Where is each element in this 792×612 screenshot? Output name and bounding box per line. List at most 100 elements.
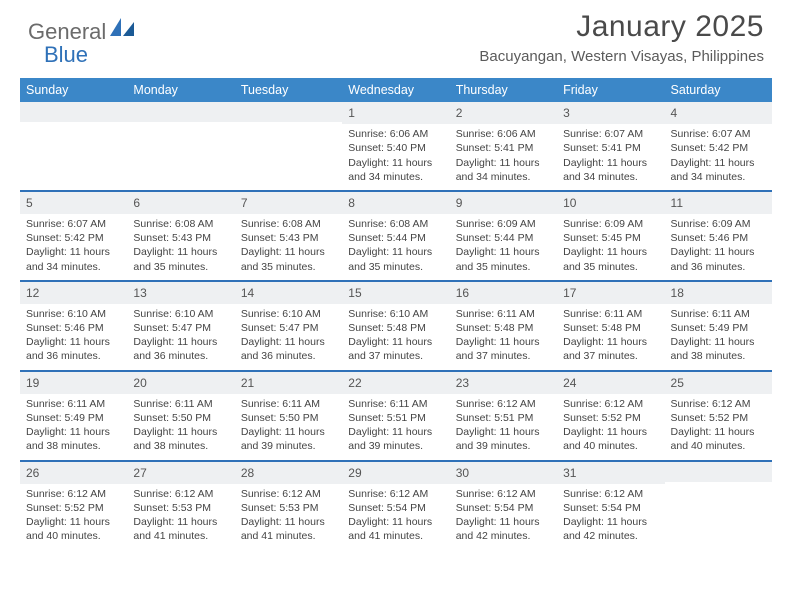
sunrise-text: Sunrise: 6:11 AM bbox=[20, 397, 127, 411]
day-number: 17 bbox=[557, 282, 664, 304]
day-number: 9 bbox=[450, 192, 557, 214]
day-cell: 16Sunrise: 6:11 AMSunset: 5:48 PMDayligh… bbox=[450, 282, 557, 370]
daylight-text: Daylight: 11 hours and 39 minutes. bbox=[450, 425, 557, 453]
sunrise-text: Sunrise: 6:12 AM bbox=[235, 487, 342, 501]
header: General Blue January 2025 Bacuyangan, We… bbox=[0, 0, 792, 78]
daylight-text: Daylight: 11 hours and 38 minutes. bbox=[665, 335, 772, 363]
sunrise-text: Sunrise: 6:10 AM bbox=[127, 307, 234, 321]
daylight-text: Daylight: 11 hours and 40 minutes. bbox=[20, 515, 127, 543]
day-cell: 12Sunrise: 6:10 AMSunset: 5:46 PMDayligh… bbox=[20, 282, 127, 370]
day-number: 23 bbox=[450, 372, 557, 394]
sunset-text: Sunset: 5:48 PM bbox=[557, 321, 664, 335]
daylight-text: Daylight: 11 hours and 37 minutes. bbox=[342, 335, 449, 363]
sunset-text: Sunset: 5:40 PM bbox=[342, 141, 449, 155]
dow-tuesday: Tuesday bbox=[235, 78, 342, 102]
sunset-text: Sunset: 5:43 PM bbox=[235, 231, 342, 245]
day-cell: 29Sunrise: 6:12 AMSunset: 5:54 PMDayligh… bbox=[342, 462, 449, 550]
day-cell: 17 Sunrise: 6:11 AMSunset: 5:48 PMDayligh… bbox=[557, 282, 664, 370]
sunrise-text: Sunrise: 6:07 AM bbox=[20, 217, 127, 231]
day-cell: 1Sunrise: 6:06 AMSunset: 5:40 PMDaylight… bbox=[342, 102, 449, 190]
sunset-text: Sunset: 5:50 PM bbox=[235, 411, 342, 425]
sunset-text: Sunset: 5:41 PM bbox=[557, 141, 664, 155]
daylight-text: Daylight: 11 hours and 38 minutes. bbox=[127, 425, 234, 453]
day-cell: 4Sunrise: 6:07 AMSunset: 5:42 PMDaylight… bbox=[665, 102, 772, 190]
week-row: 26Sunrise: 6:12 AMSunset: 5:52 PMDayligh… bbox=[20, 462, 772, 550]
daylight-text: Daylight: 11 hours and 35 minutes. bbox=[235, 245, 342, 273]
location-subtitle: Bacuyangan, Western Visayas, Philippines bbox=[479, 48, 764, 65]
sunrise-text: Sunrise: 6:11 AM bbox=[665, 307, 772, 321]
logo-text-part2: Blue bbox=[44, 42, 88, 67]
dow-friday: Friday bbox=[557, 78, 664, 102]
sunrise-text: Sunrise: 6:11 AM bbox=[235, 397, 342, 411]
page-title: January 2025 bbox=[479, 10, 764, 44]
daylight-text: Daylight: 11 hours and 36 minutes. bbox=[20, 335, 127, 363]
sunset-text: Sunset: 5:42 PM bbox=[665, 141, 772, 155]
day-number: 15 bbox=[342, 282, 449, 304]
day-number: 12 bbox=[20, 282, 127, 304]
day-cell bbox=[20, 102, 127, 190]
sunset-text: Sunset: 5:51 PM bbox=[450, 411, 557, 425]
daylight-text: Daylight: 11 hours and 42 minutes. bbox=[450, 515, 557, 543]
daylight-text: Daylight: 11 hours and 39 minutes. bbox=[235, 425, 342, 453]
sunrise-text: Sunrise: 6:09 AM bbox=[450, 217, 557, 231]
daylight-text: Daylight: 11 hours and 35 minutes. bbox=[450, 245, 557, 273]
sunset-text: Sunset: 5:49 PM bbox=[20, 411, 127, 425]
day-cell: 10Sunrise: 6:09 AMSunset: 5:45 PMDayligh… bbox=[557, 192, 664, 280]
sunset-text: Sunset: 5:50 PM bbox=[127, 411, 234, 425]
day-number: 29 bbox=[342, 462, 449, 484]
weeks-container: 1Sunrise: 6:06 AMSunset: 5:40 PMDaylight… bbox=[20, 102, 772, 549]
calendar: Sunday Monday Tuesday Wednesday Thursday… bbox=[20, 78, 772, 549]
sunset-text: Sunset: 5:46 PM bbox=[20, 321, 127, 335]
dow-monday: Monday bbox=[127, 78, 234, 102]
daylight-text: Daylight: 11 hours and 40 minutes. bbox=[557, 425, 664, 453]
day-number: 26 bbox=[20, 462, 127, 484]
sunset-text: Sunset: 5:52 PM bbox=[557, 411, 664, 425]
day-number: 21 bbox=[235, 372, 342, 394]
sunrise-text: Sunrise: 6:12 AM bbox=[557, 487, 664, 501]
sunrise-text: Sunrise: 6:07 AM bbox=[665, 127, 772, 141]
sunrise-text: Sunrise: 6:12 AM bbox=[127, 487, 234, 501]
sunrise-text: Sunrise: 6:11 AM bbox=[342, 397, 449, 411]
day-number: 6 bbox=[127, 192, 234, 214]
sunrise-text: Sunrise: 6:08 AM bbox=[235, 217, 342, 231]
sunset-text: Sunset: 5:51 PM bbox=[342, 411, 449, 425]
day-cell: 22Sunrise: 6:11 AMSunset: 5:51 PMDayligh… bbox=[342, 372, 449, 460]
sunrise-text: Sunrise: 6:06 AM bbox=[450, 127, 557, 141]
day-number: 25 bbox=[665, 372, 772, 394]
week-row: 12Sunrise: 6:10 AMSunset: 5:46 PMDayligh… bbox=[20, 282, 772, 372]
sunrise-text: Sunrise: 6:11 AM bbox=[557, 307, 664, 321]
day-number: 30 bbox=[450, 462, 557, 484]
day-number: 13 bbox=[127, 282, 234, 304]
day-number: 4 bbox=[665, 102, 772, 124]
day-cell: 21 Sunrise: 6:11 AMSunset: 5:50 PMDayligh… bbox=[235, 372, 342, 460]
sunset-text: Sunset: 5:44 PM bbox=[450, 231, 557, 245]
daylight-text: Daylight: 11 hours and 34 minutes. bbox=[20, 245, 127, 273]
day-number: 28 bbox=[235, 462, 342, 484]
sunset-text: Sunset: 5:48 PM bbox=[450, 321, 557, 335]
sunset-text: Sunset: 5:52 PM bbox=[20, 501, 127, 515]
day-cell bbox=[665, 462, 772, 550]
day-cell: 27Sunrise: 6:12 AMSunset: 5:53 PMDayligh… bbox=[127, 462, 234, 550]
daylight-text: Daylight: 11 hours and 37 minutes. bbox=[557, 335, 664, 363]
logo: General Blue bbox=[28, 18, 136, 46]
daylight-text: Daylight: 11 hours and 42 minutes. bbox=[557, 515, 664, 543]
sunrise-text: Sunrise: 6:12 AM bbox=[20, 487, 127, 501]
sunset-text: Sunset: 5:45 PM bbox=[557, 231, 664, 245]
daylight-text: Daylight: 11 hours and 34 minutes. bbox=[557, 156, 664, 184]
daylight-text: Daylight: 11 hours and 41 minutes. bbox=[342, 515, 449, 543]
sunrise-text: Sunrise: 6:12 AM bbox=[450, 487, 557, 501]
daylight-text: Daylight: 11 hours and 36 minutes. bbox=[665, 245, 772, 273]
day-cell: 26 Sunrise: 6:12 AMSunset: 5:52 PMDayligh… bbox=[20, 462, 127, 550]
day-cell: 24Sunrise: 6:12 AMSunset: 5:52 PMDayligh… bbox=[557, 372, 664, 460]
day-cell: 19Sunrise: 6:11 AMSunset: 5:49 PMDayligh… bbox=[20, 372, 127, 460]
sunset-text: Sunset: 5:42 PM bbox=[20, 231, 127, 245]
day-cell: 13Sunrise: 6:10 AMSunset: 5:47 PMDayligh… bbox=[127, 282, 234, 370]
day-number: 24 bbox=[557, 372, 664, 394]
title-block: January 2025 Bacuyangan, Western Visayas… bbox=[479, 10, 764, 65]
sunset-text: Sunset: 5:41 PM bbox=[450, 141, 557, 155]
daylight-text: Daylight: 11 hours and 35 minutes. bbox=[342, 245, 449, 273]
sunrise-text: Sunrise: 6:12 AM bbox=[450, 397, 557, 411]
day-cell: 14Sunrise: 6:10 AMSunset: 5:47 PMDayligh… bbox=[235, 282, 342, 370]
sunrise-text: Sunrise: 6:10 AM bbox=[235, 307, 342, 321]
sunset-text: Sunset: 5:54 PM bbox=[342, 501, 449, 515]
